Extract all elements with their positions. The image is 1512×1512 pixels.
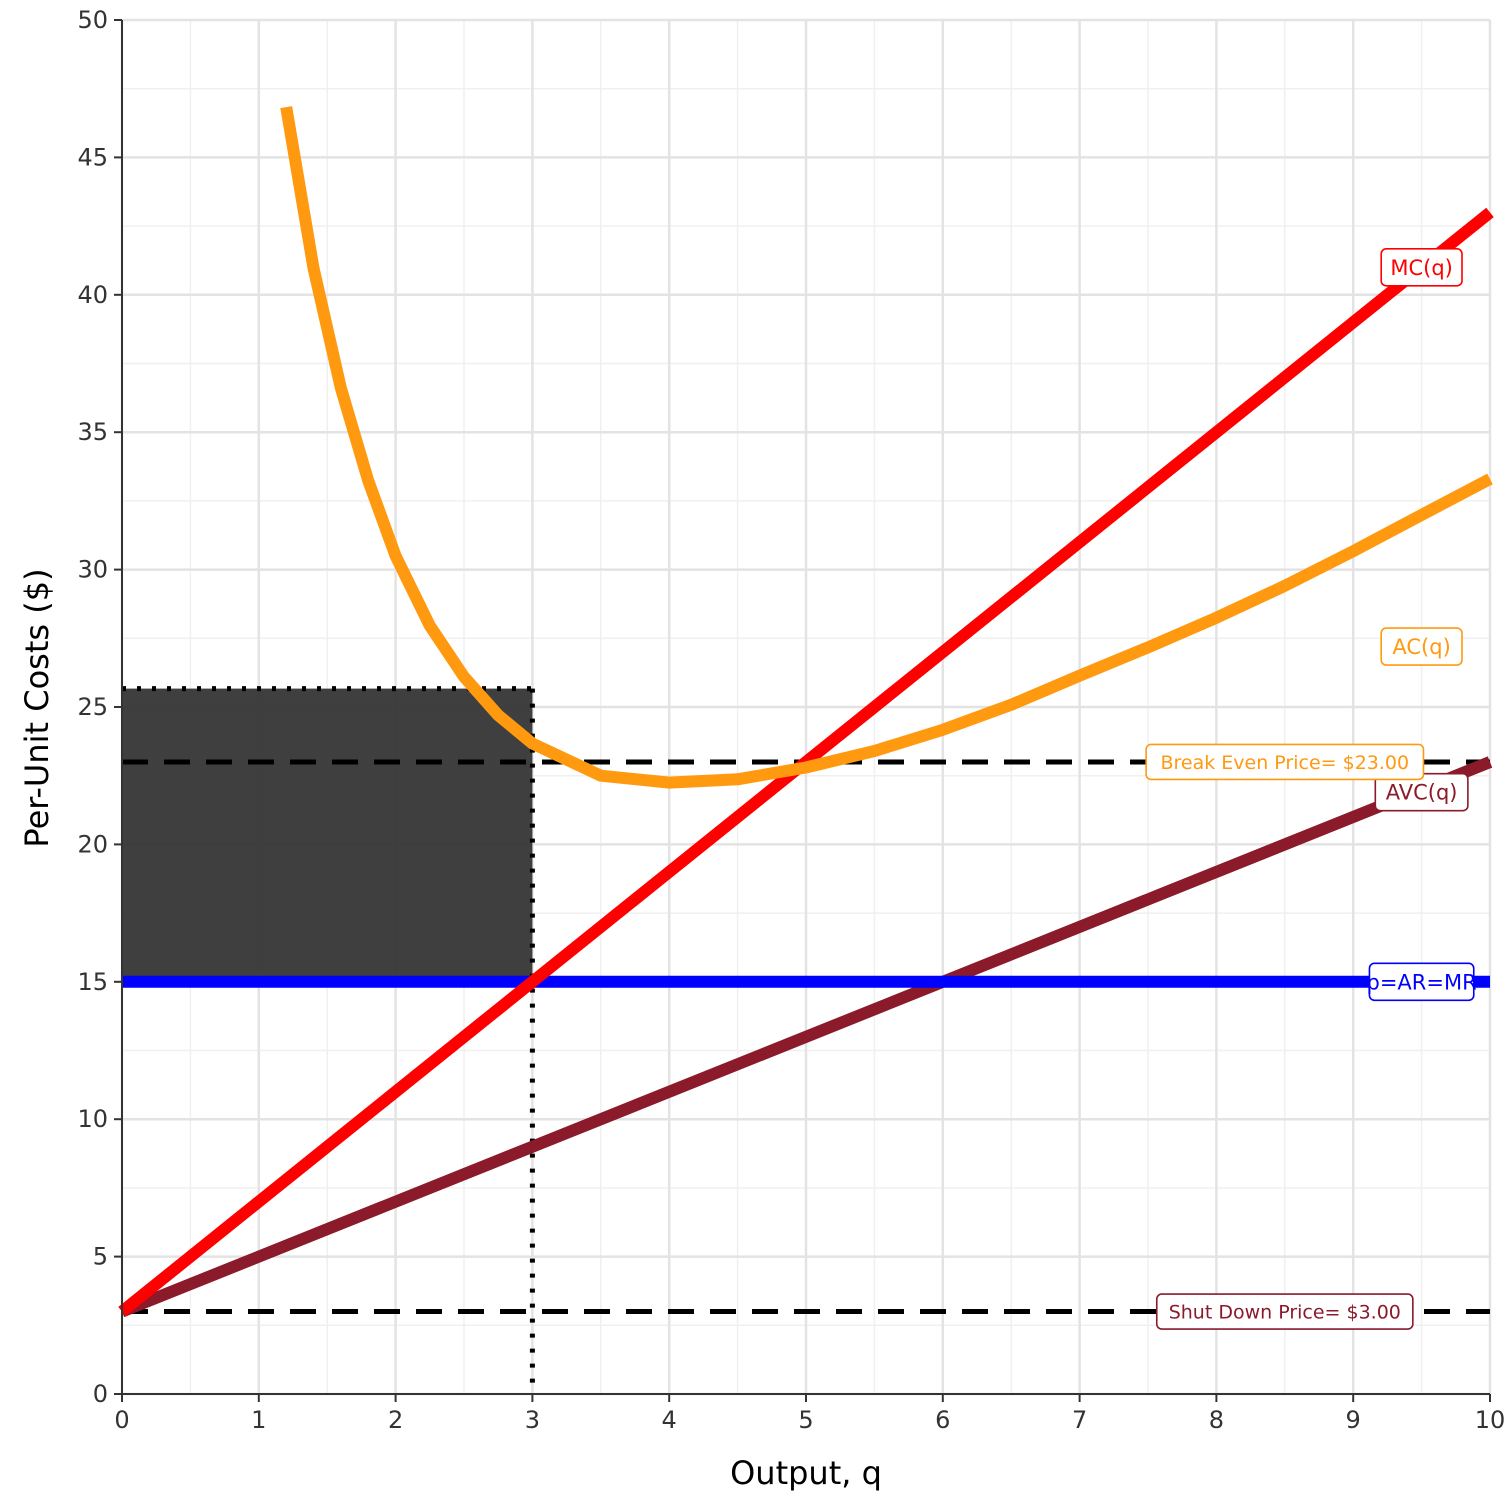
series-label: AC(q) [1380, 627, 1463, 666]
label-text: p=AR=MR [1366, 970, 1476, 994]
label-text: AC(q) [1392, 635, 1450, 659]
series-layer [118, 106, 1494, 1318]
series-line [280, 106, 1493, 789]
label-text: Shut Down Price= $3.00 [1169, 1301, 1401, 1323]
y-tick-label: 25 [77, 693, 108, 721]
labels-layer: MC(q) AVC(q) p=AR=MR AC(q) Break Even Price=… [1145, 248, 1477, 1330]
y-tick-label: 40 [77, 281, 108, 309]
y-tick-label: 30 [77, 556, 108, 584]
x-tick-label: 2 [388, 1406, 403, 1434]
y-tick-label: 15 [77, 968, 108, 996]
y-tick-label: 45 [77, 143, 108, 171]
label-box [1145, 743, 1425, 781]
x-tick-label: 7 [1072, 1406, 1087, 1434]
x-tick-label: 5 [798, 1406, 813, 1434]
y-tick-label: 20 [77, 830, 108, 858]
label-text: AVC(q) [1386, 781, 1458, 805]
series-line [119, 756, 1493, 1318]
y-tick-label: 35 [77, 418, 108, 446]
x-tick-label: 0 [114, 1406, 129, 1434]
y-tick-label: 50 [77, 6, 108, 34]
x-tick-label: 1 [251, 1406, 266, 1434]
x-tick-label: 6 [935, 1406, 950, 1434]
y-tick-label: 10 [77, 1105, 108, 1133]
x-axis-title: Output, q [730, 1454, 882, 1492]
series-label: Break Even Price= $23.00 [1145, 743, 1425, 781]
x-tick-label: 4 [662, 1406, 677, 1434]
y-axis-title: Per-Unit Costs ($) [18, 568, 56, 847]
label-box [1380, 627, 1463, 666]
label-box [1380, 248, 1463, 287]
label-box [1368, 962, 1475, 1002]
loss-region-layer [122, 686, 533, 982]
x-tick-label: 3 [525, 1406, 540, 1434]
loss-rectangle [122, 688, 533, 982]
y-tick-label: 5 [93, 1243, 108, 1271]
label-text: MC(q) [1390, 256, 1453, 280]
series-label: MC(q) [1380, 248, 1463, 287]
series-label: Shut Down Price= $3.00 [1155, 1293, 1414, 1330]
series-label: p=AR=MR [1366, 962, 1477, 1002]
x-tick-label: 9 [1346, 1406, 1361, 1434]
label-text: Break Even Price= $23.00 [1160, 752, 1409, 774]
label-box [1155, 1293, 1414, 1330]
y-tick-label: 0 [93, 1380, 108, 1408]
x-tick-label: 10 [1475, 1406, 1506, 1434]
x-tick-label: 8 [1209, 1406, 1224, 1434]
